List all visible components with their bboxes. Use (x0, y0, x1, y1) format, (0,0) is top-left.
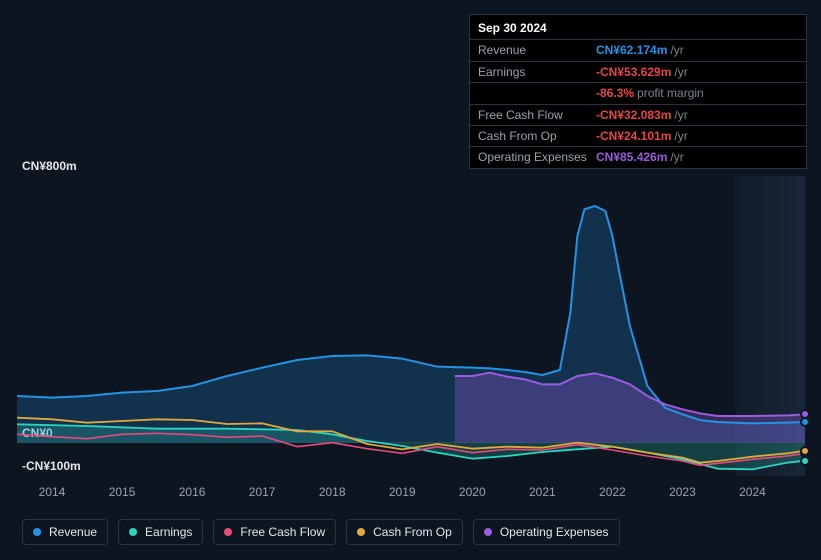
x-axis-tick-label: 2014 (39, 485, 66, 499)
legend-dot-icon (129, 528, 137, 536)
series-area-revenue (17, 206, 805, 443)
tooltip-row-value: -CN¥32.083m (596, 108, 671, 122)
legend-dot-icon (357, 528, 365, 536)
series-end-marker (800, 409, 810, 419)
y-axis-max-label: CN¥800m (22, 159, 77, 173)
legend-item-label: Cash From Op (373, 525, 452, 539)
tooltip-row-value: CN¥62.174m (596, 43, 667, 57)
tooltip-row: RevenueCN¥62.174m/yr (470, 39, 806, 60)
tooltip-row-unit: /yr (674, 108, 687, 122)
tooltip-row-value: CN¥85.426m (596, 150, 667, 164)
chart-svg (17, 176, 805, 476)
tooltip-row-label: Operating Expenses (478, 150, 596, 164)
x-axis-tick-label: 2024 (739, 485, 766, 499)
tooltip-row: Cash From Op-CN¥24.101m/yr (470, 125, 806, 146)
legend-item-label: Free Cash Flow (240, 525, 325, 539)
tooltip-row-value: -CN¥53.629m (596, 65, 671, 79)
series-end-marker (800, 446, 810, 456)
legend-item-opex[interactable]: Operating Expenses (473, 519, 620, 545)
legend-item-revenue[interactable]: Revenue (22, 519, 108, 545)
tooltip-rows: RevenueCN¥62.174m/yrEarnings-CN¥53.629m/… (470, 39, 806, 167)
x-axis-tick-label: 2019 (389, 485, 416, 499)
legend-item-cfo[interactable]: Cash From Op (346, 519, 463, 545)
tooltip-row-unit: /yr (674, 65, 687, 79)
chart-legend: Revenue Earnings Free Cash Flow Cash From O… (22, 519, 620, 545)
legend-item-label: Operating Expenses (500, 525, 609, 539)
tooltip-row-label: Cash From Op (478, 129, 596, 143)
tooltip-row: Free Cash Flow-CN¥32.083m/yr (470, 104, 806, 125)
legend-item-earnings[interactable]: Earnings (118, 519, 203, 545)
x-axis-tick-label: 2021 (529, 485, 556, 499)
x-axis-tick-label: 2017 (249, 485, 276, 499)
tooltip-row-unit: profit margin (637, 86, 704, 100)
tooltip-row: Operating ExpensesCN¥85.426m/yr (470, 146, 806, 167)
legend-item-fcf[interactable]: Free Cash Flow (213, 519, 336, 545)
legend-item-label: Earnings (145, 525, 192, 539)
tooltip-row-unit: /yr (670, 150, 683, 164)
x-axis-tick-label: 2015 (109, 485, 136, 499)
x-axis-tick-label: 2016 (179, 485, 206, 499)
tooltip-row-label (478, 86, 596, 100)
x-axis-tick-label: 2018 (319, 485, 346, 499)
x-axis-tick-label: 2023 (669, 485, 696, 499)
legend-dot-icon (484, 528, 492, 536)
tooltip-row-unit: /yr (674, 129, 687, 143)
tooltip-row-value: -CN¥24.101m (596, 129, 671, 143)
tooltip-row-unit: /yr (670, 43, 683, 57)
chart-plot-area[interactable] (17, 176, 805, 476)
legend-item-label: Revenue (49, 525, 97, 539)
tooltip-row-label: Revenue (478, 43, 596, 57)
tooltip-row-value: -86.3% (596, 86, 634, 100)
tooltip-row-label: Earnings (478, 65, 596, 79)
data-tooltip: Sep 30 2024 RevenueCN¥62.174m/yrEarnings… (469, 14, 807, 169)
tooltip-row: Earnings-CN¥53.629m/yr (470, 61, 806, 82)
legend-dot-icon (33, 528, 41, 536)
tooltip-row: -86.3%profit margin (470, 82, 806, 103)
x-axis-tick-label: 2022 (599, 485, 626, 499)
x-axis-tick-label: 2020 (459, 485, 486, 499)
tooltip-row-label: Free Cash Flow (478, 108, 596, 122)
tooltip-date: Sep 30 2024 (470, 15, 806, 39)
legend-dot-icon (224, 528, 232, 536)
